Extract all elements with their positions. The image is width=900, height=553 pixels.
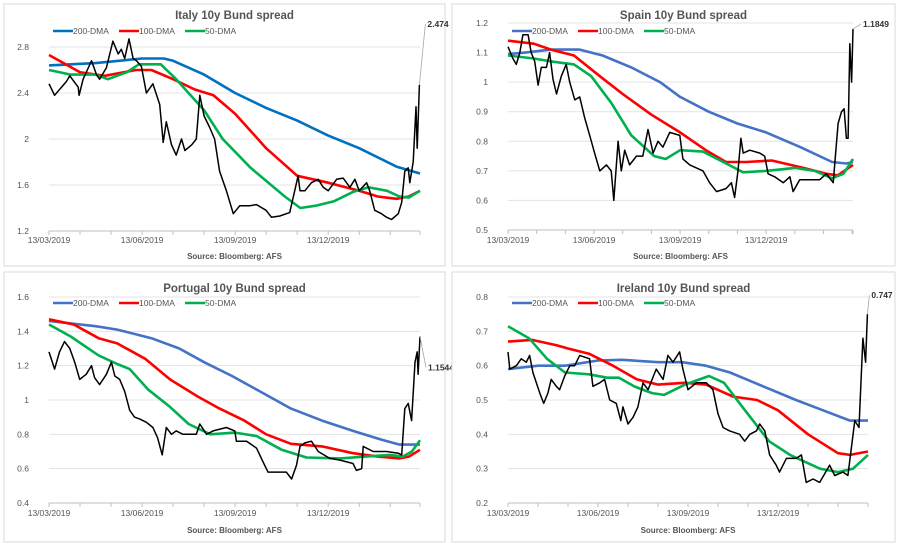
y-tick-label: 1.6 xyxy=(17,292,29,302)
chart-panel-border xyxy=(3,271,446,543)
legend-label: 50-DMA xyxy=(664,298,696,308)
chart-title: Portugal 10y Bund spread xyxy=(163,283,306,295)
source-note: Source: Bloomberg: AFS xyxy=(641,526,736,535)
x-tick-label: 13/09/2019 xyxy=(214,235,257,245)
y-tick-label: 0.4 xyxy=(476,429,488,439)
y-tick-label: 0.7 xyxy=(476,166,488,176)
y-tick-label: 0.5 xyxy=(476,225,488,235)
series-line-50-dma xyxy=(48,63,421,210)
series-line-100-dma xyxy=(48,318,421,460)
x-tick-label: 13/12/2019 xyxy=(745,235,788,245)
y-tick-label: 0.3 xyxy=(476,464,488,474)
series-line-spread xyxy=(48,38,421,221)
y-tick-label: 1.4 xyxy=(17,326,29,336)
ireland-chart: 0.2 0.3 0.4 0.5 0.6 0.7 0.8 13/03/2019 13/06/201… xyxy=(451,271,896,543)
y-tick-label: 2.4 xyxy=(17,88,29,98)
chart-panel-border xyxy=(451,271,896,543)
x-tick-label: 13/03/2019 xyxy=(28,508,71,518)
series-line-200-dma xyxy=(507,358,868,422)
y-tick-label: 0.4 xyxy=(17,498,29,508)
portugal-chart: 0.4 0.6 0.8 1 1.2 1.4 1.6 13/03/2019 13/06/2019 1… xyxy=(3,271,454,543)
source-note: Source: Bloomberg: AFS xyxy=(633,252,728,261)
x-tick-label: 13/12/2019 xyxy=(757,508,800,518)
x-tick-label: 13/09/2019 xyxy=(667,508,710,518)
last-value-annotation: 0.747 xyxy=(871,290,893,300)
y-tick-label: 0.6 xyxy=(476,195,488,205)
y-tick-label: 0.2 xyxy=(476,498,488,508)
last-value-annotation: 2.474 xyxy=(427,19,449,29)
spain-chart: 0.5 0.6 0.7 0.8 0.9 1 1.1 1.2 13/03/2019 13/06/20… xyxy=(451,3,896,267)
y-tick-label: 1.2 xyxy=(17,361,29,371)
y-tick-label: 0.7 xyxy=(476,326,488,336)
legend-label: 50-DMA xyxy=(205,26,237,36)
y-tick-label: 2 xyxy=(24,134,29,144)
x-tick-label: 13/03/2019 xyxy=(28,235,71,245)
x-tick-label: 13/06/2019 xyxy=(573,235,616,245)
series-line-200-dma xyxy=(507,48,854,165)
y-tick-label: 0.8 xyxy=(476,136,488,146)
x-tick-label: 13/06/2019 xyxy=(577,508,620,518)
series-line-spread xyxy=(507,314,869,484)
x-tick-label: 13/09/2019 xyxy=(659,235,702,245)
series-line-200-dma xyxy=(48,319,420,446)
series-line-spread xyxy=(507,28,854,202)
legend-label: 100-DMA xyxy=(139,26,175,36)
x-tick-label: 13/09/2019 xyxy=(214,508,257,518)
chart-panel-border xyxy=(451,3,896,267)
series-line-50-dma xyxy=(507,325,869,474)
italy-chart: 1.2 1.6 2 2.4 2.8 13/03/2019 13/06/2019 13/09/2… xyxy=(3,3,449,267)
y-tick-label: 0.6 xyxy=(476,361,488,371)
legend-label: 200-DMA xyxy=(532,26,568,36)
chart-title: Italy 10y Bund spread xyxy=(175,10,294,22)
legend-label: 100-DMA xyxy=(598,26,634,36)
legend-label: 100-DMA xyxy=(598,298,634,308)
y-tick-label: 1.2 xyxy=(476,18,488,28)
source-note: Source: Bloomberg: AFS xyxy=(187,252,282,261)
x-tick-label: 13/06/2019 xyxy=(121,508,164,518)
annotation-leader-line xyxy=(852,23,862,30)
series-line-100-dma xyxy=(507,338,869,457)
legend-label: 200-DMA xyxy=(73,298,109,308)
last-value-annotation: 1.1849 xyxy=(863,19,889,29)
x-tick-label: 13/06/2019 xyxy=(121,235,164,245)
chart-panel-border xyxy=(3,3,446,267)
legend-label: 50-DMA xyxy=(205,298,237,308)
chart-title: Spain 10y Bund spread xyxy=(620,10,747,22)
legend-label: 50-DMA xyxy=(664,26,696,36)
series-line-spread xyxy=(48,336,421,480)
y-tick-label: 0.5 xyxy=(476,395,488,405)
x-tick-label: 13/03/2019 xyxy=(487,235,530,245)
y-tick-label: 0.9 xyxy=(476,107,488,117)
y-tick-label: 1.6 xyxy=(17,180,29,190)
annotation-leader-line xyxy=(867,295,870,315)
y-tick-label: 0.6 xyxy=(17,464,29,474)
y-tick-label: 1.2 xyxy=(17,226,29,236)
y-tick-label: 0.8 xyxy=(17,429,29,439)
annotation-leader-line xyxy=(418,23,426,85)
source-note: Source: Bloomberg: AFS xyxy=(187,526,282,535)
y-tick-label: 1 xyxy=(483,77,488,87)
y-tick-label: 0.8 xyxy=(476,292,488,302)
series-line-200-dma xyxy=(48,57,421,175)
x-tick-label: 13/12/2019 xyxy=(307,508,350,518)
x-tick-label: 13/12/2019 xyxy=(307,235,350,245)
legend-label: 100-DMA xyxy=(139,298,175,308)
chart-title: Ireland 10y Bund spread xyxy=(617,283,751,295)
y-tick-label: 1.1 xyxy=(476,48,488,58)
legend-label: 200-DMA xyxy=(73,26,109,36)
x-tick-label: 13/03/2019 xyxy=(487,508,530,518)
series-line-50-dma xyxy=(507,54,855,180)
y-tick-label: 1 xyxy=(24,395,29,405)
annotation-leader-line xyxy=(419,336,427,368)
y-tick-label: 2.8 xyxy=(17,42,29,52)
legend-label: 200-DMA xyxy=(532,298,568,308)
last-value-annotation: 1.1544 xyxy=(428,362,454,372)
